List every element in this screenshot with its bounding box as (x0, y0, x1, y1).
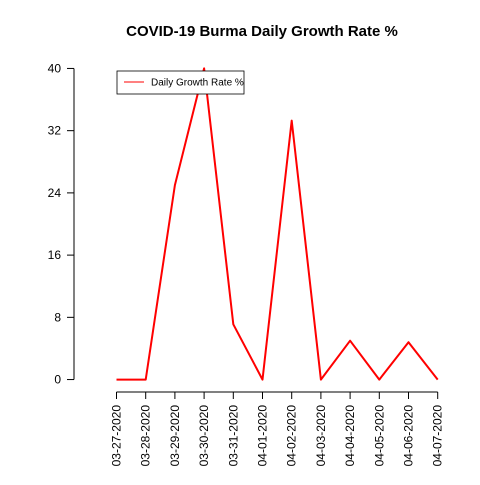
y-tick-label: 32 (48, 124, 62, 138)
x-tick-label: 03-27-2020 (110, 405, 124, 467)
x-tick-label: 03-28-2020 (139, 405, 153, 467)
x-tick-label: 04-05-2020 (372, 405, 386, 467)
legend: Daily Growth Rate % (116, 70, 245, 95)
x-tick-label: 04-06-2020 (402, 405, 416, 467)
y-tick-label: 24 (48, 186, 62, 200)
chart-title: COVID-19 Burma Daily Growth Rate % (126, 23, 398, 40)
x-tick-label: 04-03-2020 (314, 405, 328, 467)
series-layer (116, 67, 439, 381)
x-tick-label: 04-07-2020 (431, 405, 445, 467)
x-axis: 03-27-2020 03-28-2020 03-29-2020 03-30-2020… (110, 391, 445, 467)
x-tick-label: 03-30-2020 (197, 405, 211, 467)
x-tick-label: 03-29-2020 (168, 405, 182, 467)
y-tick-label: 40 (48, 61, 62, 75)
x-tick-label: 04-04-2020 (343, 405, 357, 467)
series-line-daily-growth-rate (116, 67, 439, 381)
x-tick-label: 04-01-2020 (256, 405, 270, 467)
y-tick-label: 8 (54, 310, 61, 324)
y-tick-label: 16 (48, 248, 62, 262)
legend-label: Daily Growth Rate % (151, 78, 244, 89)
x-tick-label: 04-02-2020 (285, 405, 299, 467)
legend-box (116, 70, 245, 95)
y-tick-label: 0 (54, 373, 61, 387)
y-axis: 0 8 16 24 32 40 (48, 61, 75, 387)
x-tick-label: 03-31-2020 (226, 405, 240, 467)
